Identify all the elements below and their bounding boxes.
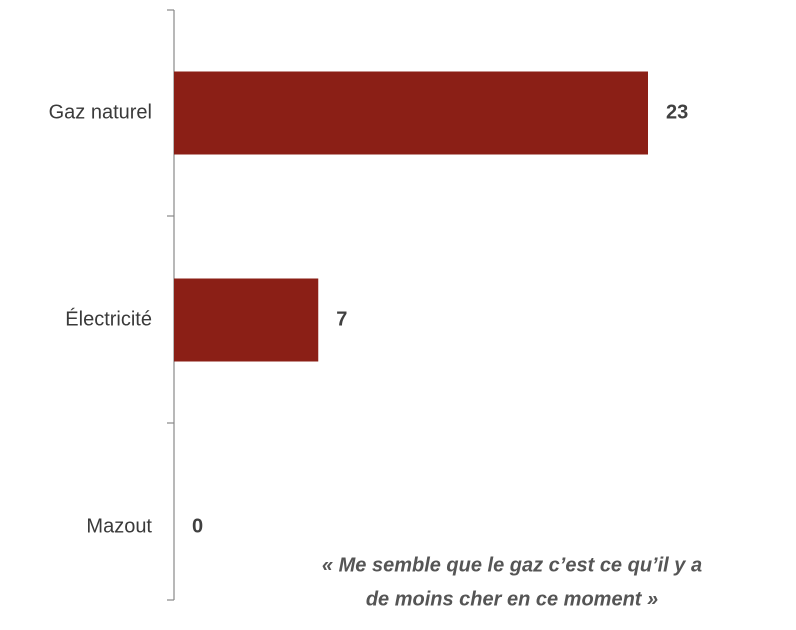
category-label: Gaz naturel — [49, 101, 152, 123]
value-label: 7 — [336, 308, 347, 330]
category-label: Électricité — [65, 307, 152, 330]
bar — [174, 278, 319, 362]
bar — [174, 71, 648, 155]
annotation: de moins cher en ce moment » — [366, 588, 658, 610]
value-label: 0 — [192, 515, 203, 537]
annotation: « Me semble que le gaz c’est ce qu’il y … — [322, 554, 702, 576]
value-label: 23 — [666, 101, 688, 123]
category-label: Mazout — [86, 515, 152, 537]
